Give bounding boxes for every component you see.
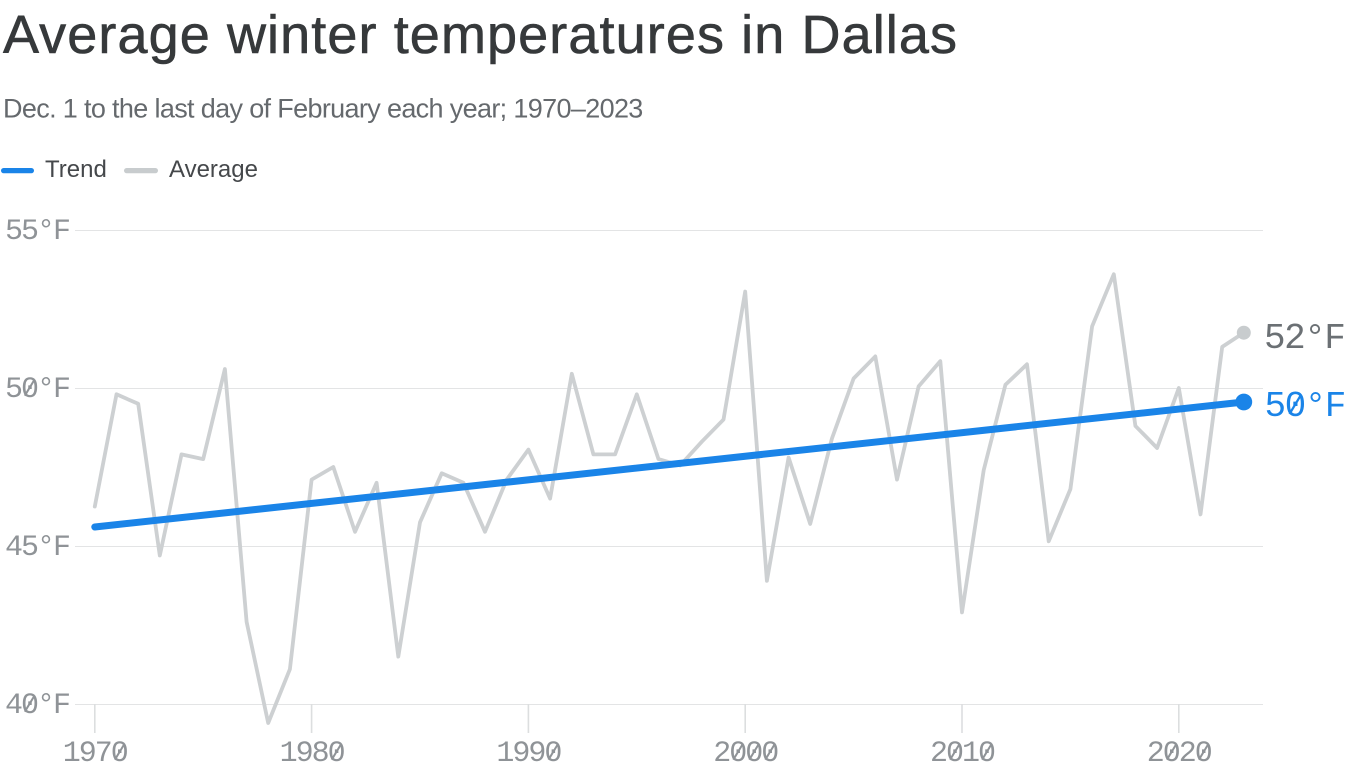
svg-text:40°F: 40°F — [5, 689, 69, 723]
svg-text:50°F: 50°F — [5, 373, 69, 407]
svg-text:2000: 2000 — [713, 737, 778, 768]
svg-text:50°F: 50°F — [1265, 386, 1345, 427]
svg-text:1970: 1970 — [63, 737, 128, 768]
svg-text:Average: Average — [169, 156, 258, 183]
svg-text:Trend: Trend — [45, 156, 107, 183]
svg-text:45°F: 45°F — [5, 531, 69, 565]
svg-text:Dec. 1 to the last day of Febr: Dec. 1 to the last day of February each … — [3, 94, 643, 124]
svg-text:2010: 2010 — [930, 737, 995, 768]
svg-text:1990: 1990 — [496, 737, 561, 768]
svg-text:55°F: 55°F — [5, 215, 69, 249]
svg-text:52°F: 52°F — [1264, 318, 1344, 359]
svg-text:1980: 1980 — [280, 737, 345, 768]
svg-text:Average winter temperatures in: Average winter temperatures in Dallas — [3, 5, 958, 65]
svg-text:2020: 2020 — [1147, 737, 1212, 768]
